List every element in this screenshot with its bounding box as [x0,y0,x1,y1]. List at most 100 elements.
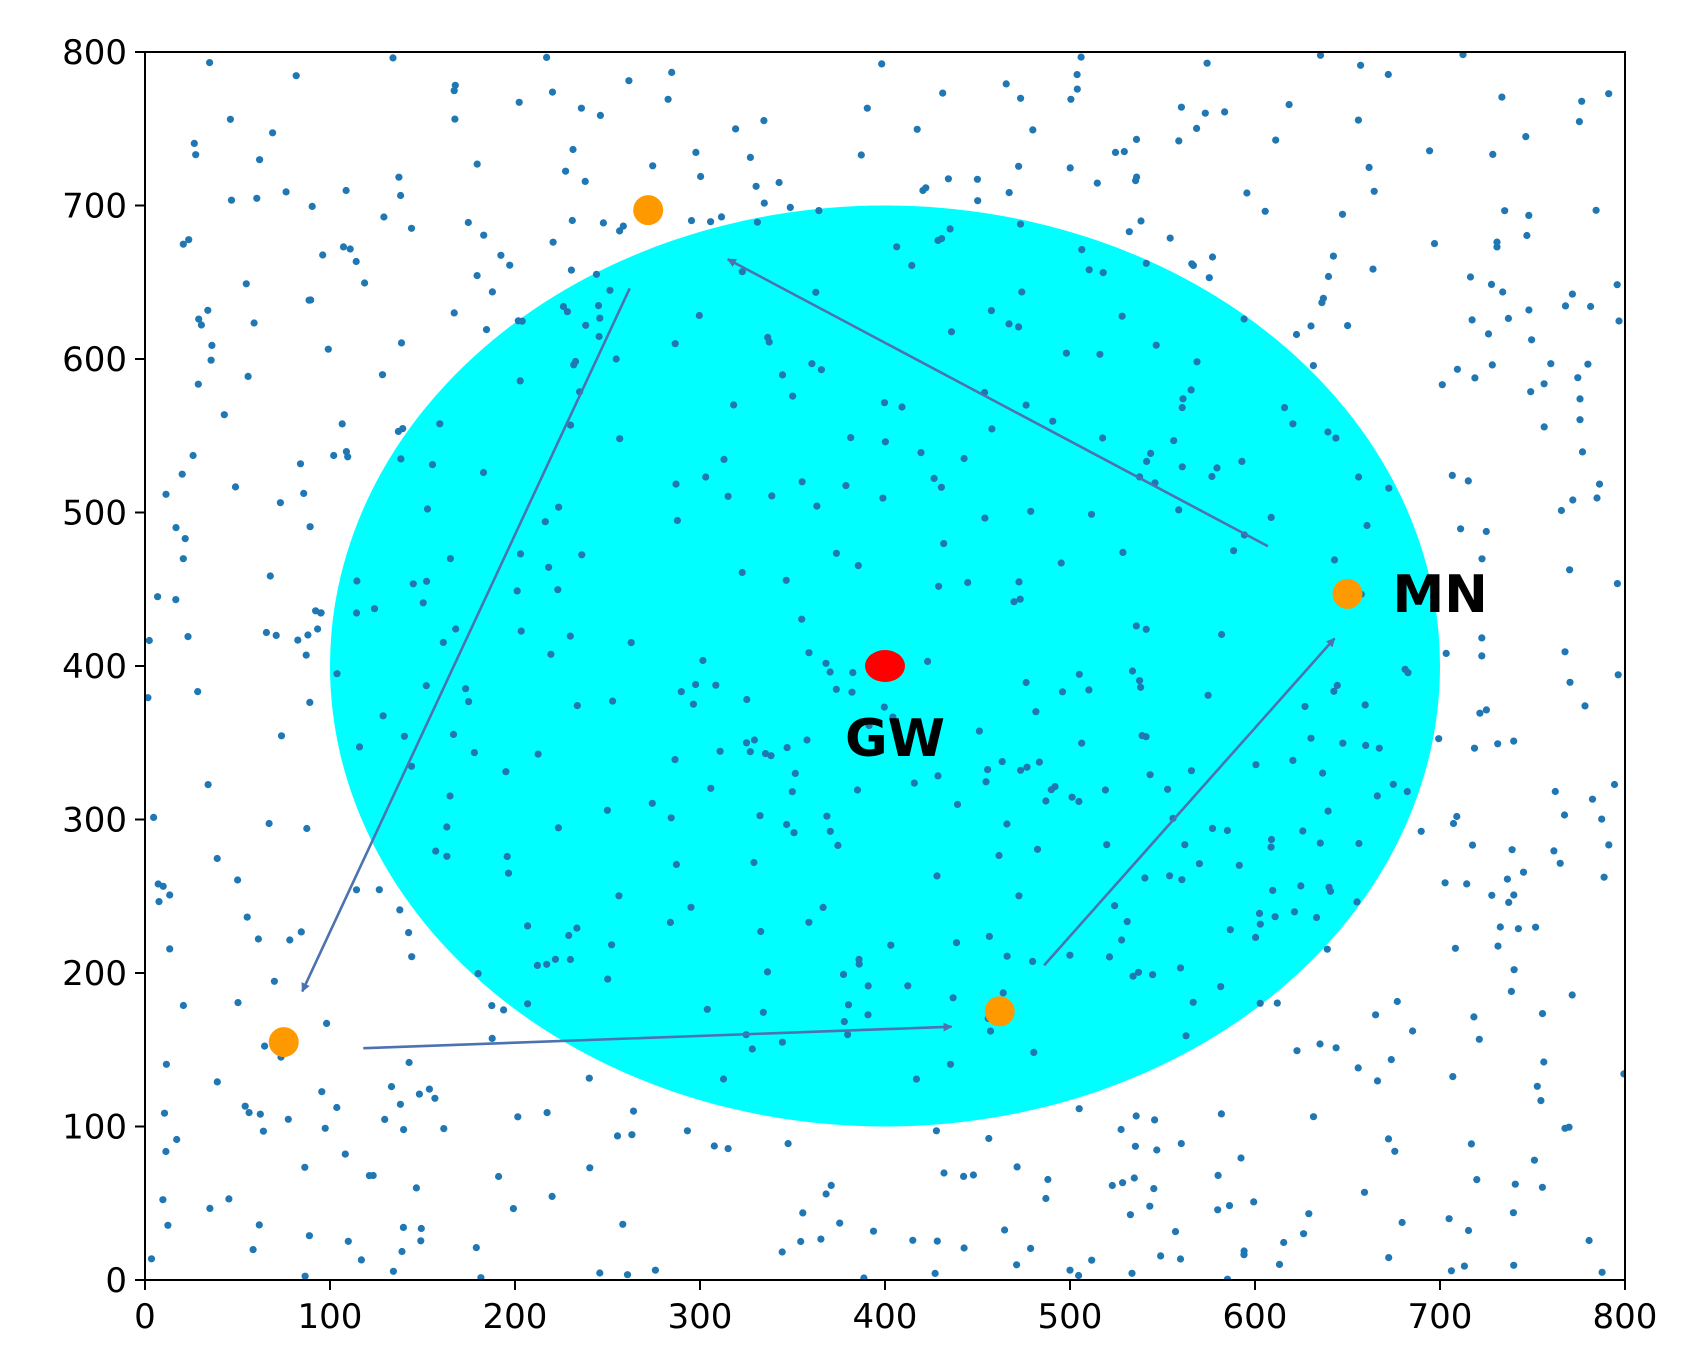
sensor-node-point [231,483,240,491]
sensor-node-point [324,345,332,353]
sensor-node-point [596,314,604,322]
sensor-node-point [1177,1140,1185,1148]
sensor-node-point [1533,1082,1541,1090]
sensor-node-point [172,524,180,532]
sensor-node-point [1309,362,1317,370]
sensor-node-point [301,1163,309,1171]
sensor-node-point [604,975,612,983]
sensor-node-point [387,1083,396,1091]
sensor-node-point [272,631,280,640]
sensor-node-point [417,1237,425,1245]
sensor-node-point [1292,330,1301,339]
sensor-node-point [1022,401,1030,409]
sensor-node-point [573,924,581,932]
sensor-node-point [173,1135,181,1144]
sensor-node-point [1598,815,1606,823]
sensor-node-point [516,550,525,558]
sensor-node-point [752,182,760,190]
sensor-node-point [585,1074,593,1082]
sensor-node-point [648,799,656,807]
sensor-node-point [1250,1198,1258,1206]
sensor-node-point [782,576,790,584]
sensor-node-point [1453,812,1461,821]
sensor-node-point [699,656,707,665]
sensor-node-point [1464,477,1472,485]
sensor-node-point [1218,630,1226,639]
sensor-node-point [1499,288,1507,296]
sensor-node-point [1208,824,1217,833]
sensor-node-point [517,627,525,635]
sensor-node-point [1550,847,1558,855]
sensor-node-point [1126,1211,1134,1219]
sensor-node-point [543,1109,551,1117]
sensor-node-point [1195,860,1203,868]
sensor-node-point [1289,420,1297,428]
sensor-node-point [1566,566,1574,574]
sensor-node-point [1329,252,1337,260]
sensor-node-point [1275,1260,1284,1268]
sensor-node-point [1187,386,1195,394]
sensor-node-point [1178,876,1186,884]
sensor-node-point [582,321,590,329]
sensor-node-point [509,1205,517,1213]
sensor-node-point [1022,678,1030,687]
sensor-node-point [853,786,862,794]
sensor-node-point [399,1223,407,1231]
sensor-node-point [712,681,720,689]
sensor-node-point [964,578,972,587]
sensor-node-point [1510,891,1518,899]
sensor-node-point [1482,706,1490,714]
sensor-node-point [1088,1256,1096,1264]
sensor-node-point [789,392,797,400]
sensor-node-point [1540,1058,1548,1066]
sensor-node-point [671,340,679,348]
sensor-node-point [159,882,167,890]
sensor-node-point [724,1145,732,1153]
sensor-node-point [702,473,710,481]
x-tick-label: 700 [1408,1297,1473,1337]
sensor-node-point [1460,1262,1468,1270]
sensor-node-point [400,1126,408,1134]
sensor-node-point [1240,1247,1248,1255]
sensor-node-point [1510,1261,1518,1269]
sensor-node-point [1230,547,1238,555]
sensor-node-point [213,854,221,863]
sensor-node-point [1252,761,1260,769]
sensor-node-point [1047,786,1055,794]
sensor-node-point [533,961,542,970]
sensor-node-point [1575,118,1583,126]
sensor-node-point [352,257,360,266]
sensor-node-point [1324,807,1332,815]
sensor-node-point [1214,1206,1222,1214]
sensor-node-point [844,1031,852,1039]
sensor-node-point [266,572,274,580]
sensor-node-point [1584,360,1592,368]
sensor-node-point [379,712,387,720]
sensor-node-point [763,968,772,976]
sensor-node-point [1478,555,1486,563]
sensor-node-point [935,582,943,590]
sensor-node-point [1013,1163,1021,1171]
sensor-node-point [687,903,695,911]
sensor-node-point [720,455,728,463]
sensor-node-point [365,1172,373,1180]
gateway-label: GW [845,709,945,769]
sensor-node-point [452,625,460,633]
sensor-node-point [761,750,770,758]
sensor-node-point [1449,1073,1457,1081]
sensor-node-point [352,886,361,894]
sensor-node-point [960,454,968,463]
sensor-node-point [524,922,532,930]
sensor-node-point [346,245,354,253]
sensor-node-point [1525,211,1533,219]
sensor-node-point [1273,999,1281,1007]
sensor-node-point [451,115,459,123]
sensor-node-point [1501,207,1509,215]
y-tick-label: 200 [62,954,127,994]
sensor-node-point [1205,274,1213,282]
sensor-node-point [1005,320,1013,328]
sensor-node-point [1171,1228,1180,1236]
sensor-node-point [1001,1226,1009,1234]
sensor-node-point [1508,846,1516,854]
sensor-node-point [415,1090,423,1098]
